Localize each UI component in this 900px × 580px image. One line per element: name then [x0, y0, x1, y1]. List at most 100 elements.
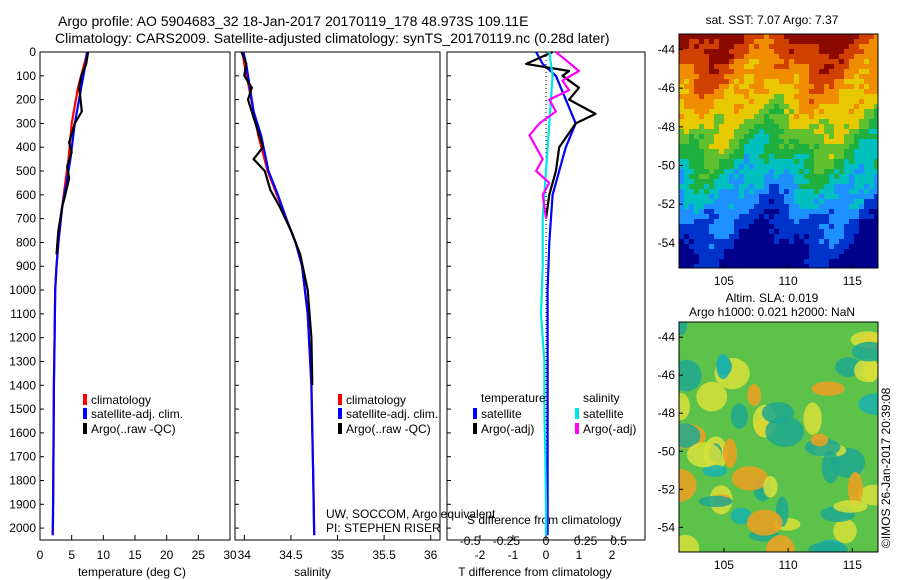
x-tick-label: 35.5	[372, 548, 396, 562]
sst-cell	[874, 189, 878, 194]
sst-cell	[874, 49, 878, 54]
sst-cell	[724, 94, 729, 99]
sst-cell	[874, 89, 878, 94]
sst-cell	[834, 109, 839, 114]
sst-cell	[829, 264, 834, 268]
sst-cell	[709, 244, 714, 249]
sst-cell	[864, 264, 869, 268]
sst-cell	[784, 214, 789, 219]
sst-cell	[729, 194, 734, 199]
sst-cell	[764, 64, 769, 69]
sst-cell	[774, 34, 779, 39]
sst-cell	[789, 124, 794, 129]
sst-cell	[724, 259, 729, 264]
sst-cell	[759, 139, 764, 144]
sst-cell	[739, 204, 744, 209]
sst-cell	[744, 64, 749, 69]
x-axis-label: salinity	[294, 565, 331, 579]
sst-cell	[764, 99, 769, 104]
sst-cell	[754, 49, 759, 54]
sst-cell	[744, 99, 749, 104]
x-tick-label: 20	[160, 548, 174, 562]
sst-cell	[744, 74, 749, 79]
sst-cell	[704, 74, 709, 79]
sst-cell	[719, 94, 724, 99]
sst-cell	[744, 259, 749, 264]
sst-cell	[854, 199, 859, 204]
sst-cell	[814, 259, 819, 264]
sst-cell	[824, 54, 829, 59]
sst-cell	[764, 179, 769, 184]
sst-cell	[769, 124, 774, 129]
sst-cell	[799, 144, 804, 149]
sst-cell	[754, 149, 759, 154]
sst-cell	[824, 159, 829, 164]
sst-cell	[814, 224, 819, 229]
sst-cell	[689, 224, 694, 229]
sst-cell	[799, 219, 804, 224]
sst-cell	[829, 234, 834, 239]
sst-cell	[844, 224, 849, 229]
sst-cell	[749, 44, 754, 49]
sst-cell	[859, 214, 864, 219]
sst-cell	[739, 254, 744, 259]
sst-cell	[864, 154, 869, 159]
sst-cell	[819, 259, 824, 264]
sst-cell	[779, 244, 784, 249]
sst-cell	[754, 184, 759, 189]
sst-cell	[734, 34, 739, 39]
sst-cell	[694, 109, 699, 114]
map-y-tick-label: -44	[658, 42, 676, 56]
sst-cell	[689, 264, 694, 268]
sst-cell	[744, 184, 749, 189]
sst-cell	[749, 179, 754, 184]
sla-map-axes: 105 110 115-44-46-48-50-52-54	[658, 321, 879, 572]
sst-cell	[759, 159, 764, 164]
sst-cell	[729, 219, 734, 224]
sst-cell	[744, 239, 749, 244]
sst-cell	[854, 89, 859, 94]
sst-cell	[774, 84, 779, 89]
sst-cell	[684, 199, 689, 204]
sst-cell	[719, 139, 724, 144]
sst-cell	[809, 134, 814, 139]
sst-cell	[704, 184, 709, 189]
sst-cell	[869, 134, 874, 139]
sst-cell	[789, 214, 794, 219]
sst-cell	[869, 109, 874, 114]
sst-cell	[814, 74, 819, 79]
sst-cell	[754, 69, 759, 74]
sst-cell	[829, 69, 834, 74]
sst-cell	[809, 184, 814, 189]
sst-cell	[779, 249, 784, 254]
sst-cell	[704, 234, 709, 239]
sst-cell	[824, 69, 829, 74]
sst-cell	[849, 59, 854, 64]
sst-cell	[734, 84, 739, 89]
sst-cell	[784, 99, 789, 104]
sst-cell	[719, 89, 724, 94]
sst-cell	[744, 139, 749, 144]
sst-cell	[729, 174, 734, 179]
sst-cell	[759, 189, 764, 194]
sst-cell	[869, 59, 874, 64]
sst-cell	[829, 49, 834, 54]
sst-cell	[709, 199, 714, 204]
sst-cell	[694, 219, 699, 224]
sst-cell	[874, 219, 878, 224]
sst-cell	[874, 259, 878, 264]
sst-cell	[829, 254, 834, 259]
sst-cell	[794, 249, 799, 254]
sst-cell	[734, 194, 739, 199]
sst-cell	[789, 89, 794, 94]
sst-cell	[824, 44, 829, 49]
sst-cell	[749, 49, 754, 54]
sst-cell	[804, 179, 809, 184]
sst-cell	[694, 99, 699, 104]
sla-blob	[761, 402, 795, 424]
sst-cell	[864, 99, 869, 104]
x-tick-label: -2	[475, 548, 486, 562]
sst-cell	[789, 254, 794, 259]
sst-cell	[679, 54, 684, 59]
sst-cell	[784, 144, 789, 149]
